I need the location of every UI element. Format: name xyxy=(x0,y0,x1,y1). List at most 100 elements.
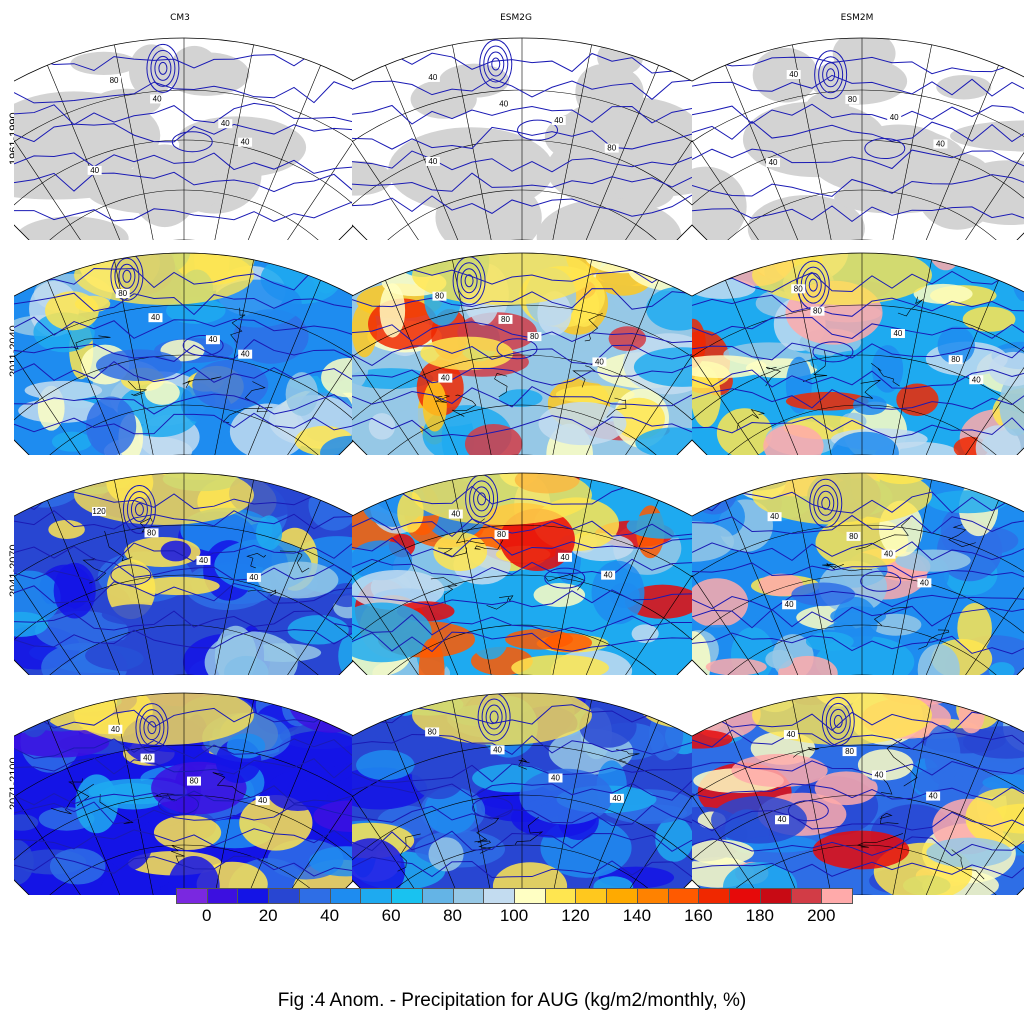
colorbar-cell xyxy=(636,888,669,904)
contour-label: 40 xyxy=(451,510,460,519)
figure-caption: Fig :4 Anom. - Precipitation for AUG (kg… xyxy=(277,990,747,1011)
colorbar-tick-label: 180 xyxy=(745,906,774,925)
colorbar-tick-label: 200 xyxy=(807,906,836,925)
colorbar-tick-label: 140 xyxy=(622,906,652,925)
map-panel-cm3-2071-2100: 40 40 80 40 xyxy=(14,675,354,895)
colorbar-tick-label: 60 xyxy=(381,906,401,925)
colorbar-cell xyxy=(360,888,393,904)
map-panel-esm2g-1961-1990: 40 40 40 80 40 xyxy=(352,20,692,240)
contour-label: 40 xyxy=(770,512,779,521)
contour-label: 40 xyxy=(151,313,160,322)
colorbar-cell xyxy=(575,888,608,904)
colorbar-cell xyxy=(759,888,792,904)
colorbar-tick-label: 100 xyxy=(499,906,529,925)
colorbar-cell xyxy=(176,888,208,904)
contour-label: 40 xyxy=(893,329,902,338)
contour-label: 40 xyxy=(890,113,899,122)
contour-label: 40 xyxy=(249,573,258,582)
contour-label: 40 xyxy=(936,140,945,149)
contour-label: 80 xyxy=(501,315,510,324)
contour-label: 40 xyxy=(778,815,787,824)
contour-label: 80 xyxy=(110,76,119,85)
contour-label: 80 xyxy=(497,530,506,539)
model-title-esm2g: ESM2G xyxy=(500,13,532,23)
contour-label: 40 xyxy=(258,796,267,805)
contour-label: 80 xyxy=(428,727,437,736)
contour-label: 40 xyxy=(493,745,502,754)
contour-label: 40 xyxy=(789,70,798,79)
contour-label: 40 xyxy=(612,794,621,803)
colorbar-cell xyxy=(606,888,638,904)
colorbar-tick-label: 80 xyxy=(443,906,462,925)
colorbar-tick-label: 40 xyxy=(320,906,340,925)
contour-label: 40 xyxy=(920,578,929,587)
map-panel-esm2m-2071-2100: 40 80 40 40 40 xyxy=(692,675,1024,895)
contour-label: 40 xyxy=(561,553,570,562)
contour-label: 80 xyxy=(118,289,127,298)
colorbar-cell xyxy=(452,888,485,904)
map-panel-esm2m-2041-2070: 40 80 40 40 40 xyxy=(692,455,1024,675)
contour-label: 80 xyxy=(435,292,444,301)
colorbar-cell xyxy=(514,888,546,904)
colorbar-cell xyxy=(206,888,239,904)
colorbar-cell xyxy=(421,888,454,904)
colorbar-cell xyxy=(544,888,577,904)
map-panel-esm2m-2011-2040: 80 80 40 80 40 xyxy=(692,235,1024,455)
colorbar-tick-label: 160 xyxy=(684,906,713,925)
contour-label: 40 xyxy=(90,166,99,175)
contour-label: 80 xyxy=(147,528,156,537)
contour-label: 40 xyxy=(111,725,120,734)
contour-label: 80 xyxy=(607,144,616,153)
contour-label: 40 xyxy=(884,550,893,559)
contour-label: 80 xyxy=(794,284,803,293)
contour-label: 80 xyxy=(848,95,857,104)
colorbar-cell xyxy=(483,888,515,904)
colorbar-cell xyxy=(698,888,731,904)
contour-label: 40 xyxy=(972,375,981,384)
contour-label: 40 xyxy=(604,571,613,580)
contour-label: 80 xyxy=(530,332,539,341)
contour-label: 40 xyxy=(199,556,208,565)
contour-label: 40 xyxy=(241,350,250,359)
map-panel-esm2g-2011-2040: 80 80 80 40 40 xyxy=(352,235,692,455)
contour-label: 40 xyxy=(595,357,604,366)
map-panel-cm3-2041-2070: 120 80 40 40 xyxy=(14,455,354,675)
contour-label: 40 xyxy=(554,116,563,125)
contour-label: 120 xyxy=(92,507,106,516)
contour-label: 40 xyxy=(769,158,778,167)
contour-label: 80 xyxy=(951,355,960,364)
contour-label: 40 xyxy=(441,374,450,383)
map-panel-cm3-2011-2040: 80 40 40 40 xyxy=(14,235,354,455)
colorbar-cell xyxy=(821,888,853,904)
model-title-esm2m: ESM2M xyxy=(840,13,874,23)
contour-label: 40 xyxy=(208,335,217,344)
contour-label: 40 xyxy=(428,157,437,166)
colorbar-cell xyxy=(298,888,331,904)
colorbar-cell xyxy=(237,888,270,904)
contour-label: 40 xyxy=(428,73,437,82)
contour-label: 40 xyxy=(929,792,938,801)
contour-label: 40 xyxy=(785,600,794,609)
colorbar-cell xyxy=(268,888,300,904)
map-panel-cm3-1961-1990: 80 40 40 40 40 xyxy=(14,20,354,240)
contour-label: 40 xyxy=(786,730,795,739)
model-title-cm3: CM3 xyxy=(170,13,190,23)
contour-label: 40 xyxy=(551,773,560,782)
colorbar-cell xyxy=(790,888,823,904)
contour-label: 80 xyxy=(813,307,822,316)
colorbar-cell xyxy=(391,888,423,904)
colorbar-tick-label: 20 xyxy=(258,906,278,925)
contour-label: 40 xyxy=(241,138,250,147)
contour-label: 80 xyxy=(845,747,854,756)
contour-label: 80 xyxy=(849,532,858,541)
contour-label: 40 xyxy=(143,754,152,763)
contour-label: 40 xyxy=(221,119,230,128)
colorbar xyxy=(176,888,853,904)
colorbar-cell xyxy=(329,888,362,904)
colorbar-tick-label: 120 xyxy=(561,906,590,925)
map-panel-esm2g-2041-2070: 40 80 40 40 xyxy=(352,455,692,675)
map-panel-esm2g-2071-2100: 80 40 40 40 xyxy=(352,675,692,895)
contour-label: 40 xyxy=(875,770,884,779)
map-panel-esm2m-1961-1990: 40 80 40 40 40 xyxy=(692,20,1024,240)
